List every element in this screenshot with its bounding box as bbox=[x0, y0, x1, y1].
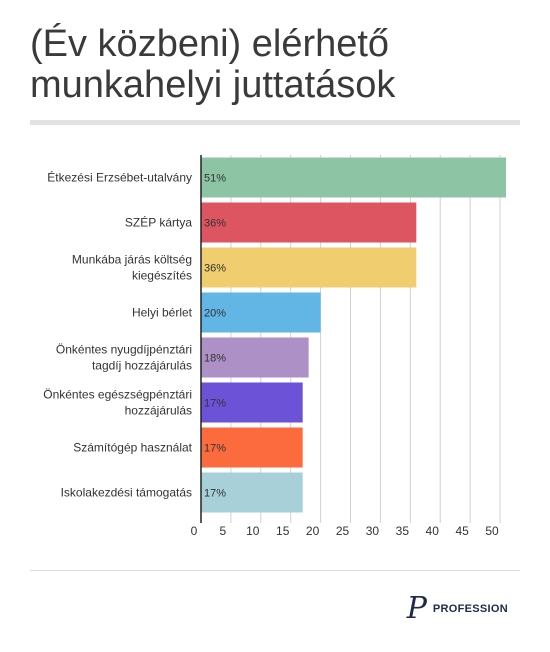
bar bbox=[201, 292, 321, 333]
x-tick-label: 20 bbox=[306, 524, 320, 538]
bar-value-label: 36% bbox=[204, 218, 226, 230]
bar bbox=[201, 427, 303, 468]
footer-divider bbox=[30, 570, 520, 571]
bar-value-label: 17% bbox=[204, 398, 226, 410]
x-tick-label: 25 bbox=[336, 524, 350, 538]
profession-logo-icon: P bbox=[406, 591, 427, 626]
bar bbox=[201, 382, 303, 423]
category-label: Munkába járás költség bbox=[72, 253, 192, 267]
category-label: SZÉP kártya bbox=[125, 215, 192, 230]
bar-value-label: 51% bbox=[204, 173, 226, 185]
bar-value-label: 17% bbox=[204, 488, 226, 500]
x-tick-label: 15 bbox=[276, 524, 290, 538]
title-divider bbox=[30, 120, 520, 125]
category-label: Helyi bérlet bbox=[132, 306, 193, 320]
bar bbox=[201, 157, 507, 198]
category-label: hozzájárulás bbox=[125, 404, 192, 418]
x-tick-label: 30 bbox=[366, 524, 380, 538]
category-label: kiegészítés bbox=[132, 269, 192, 283]
bar bbox=[201, 472, 303, 513]
chart-title: (Év közbeni) elérhető munkahelyi juttatá… bbox=[30, 23, 396, 106]
bar-value-label: 18% bbox=[204, 353, 226, 365]
category-label: Önkéntes egészségpénztári bbox=[43, 388, 192, 402]
bar bbox=[201, 337, 309, 378]
bar-value-label: 20% bbox=[204, 308, 226, 320]
x-tick-label: 35 bbox=[396, 524, 410, 538]
category-label: Iskolakezdési támogatás bbox=[61, 486, 192, 500]
bar-value-label: 17% bbox=[204, 443, 226, 455]
category-label: Étkezési Erzsébet-utalvány bbox=[47, 170, 192, 185]
bar-value-label: 36% bbox=[204, 263, 226, 275]
x-tick-label: 0 bbox=[191, 524, 198, 538]
bar-chart: 0 5 10 15 20 25 30 35 40 45 50 51% Étkezési Erzsébet… bbox=[43, 155, 507, 538]
x-tick-label: 50 bbox=[485, 524, 499, 538]
profession-logo-text: PROFESSION bbox=[432, 603, 508, 615]
bar bbox=[201, 202, 417, 243]
x-tick-label: 5 bbox=[220, 524, 227, 538]
category-label: Önkéntes nyugdíjpénztári bbox=[56, 343, 192, 357]
x-tick-label: 10 bbox=[246, 524, 260, 538]
category-label: tagdíj hozzájárulás bbox=[92, 359, 192, 373]
x-tick-label: 45 bbox=[455, 524, 469, 538]
bar bbox=[201, 247, 417, 288]
x-tick-label: 40 bbox=[426, 524, 440, 538]
profession-logo[interactable]: P PROFESSION bbox=[407, 594, 508, 624]
category-label: Számítógép használat bbox=[73, 441, 192, 455]
